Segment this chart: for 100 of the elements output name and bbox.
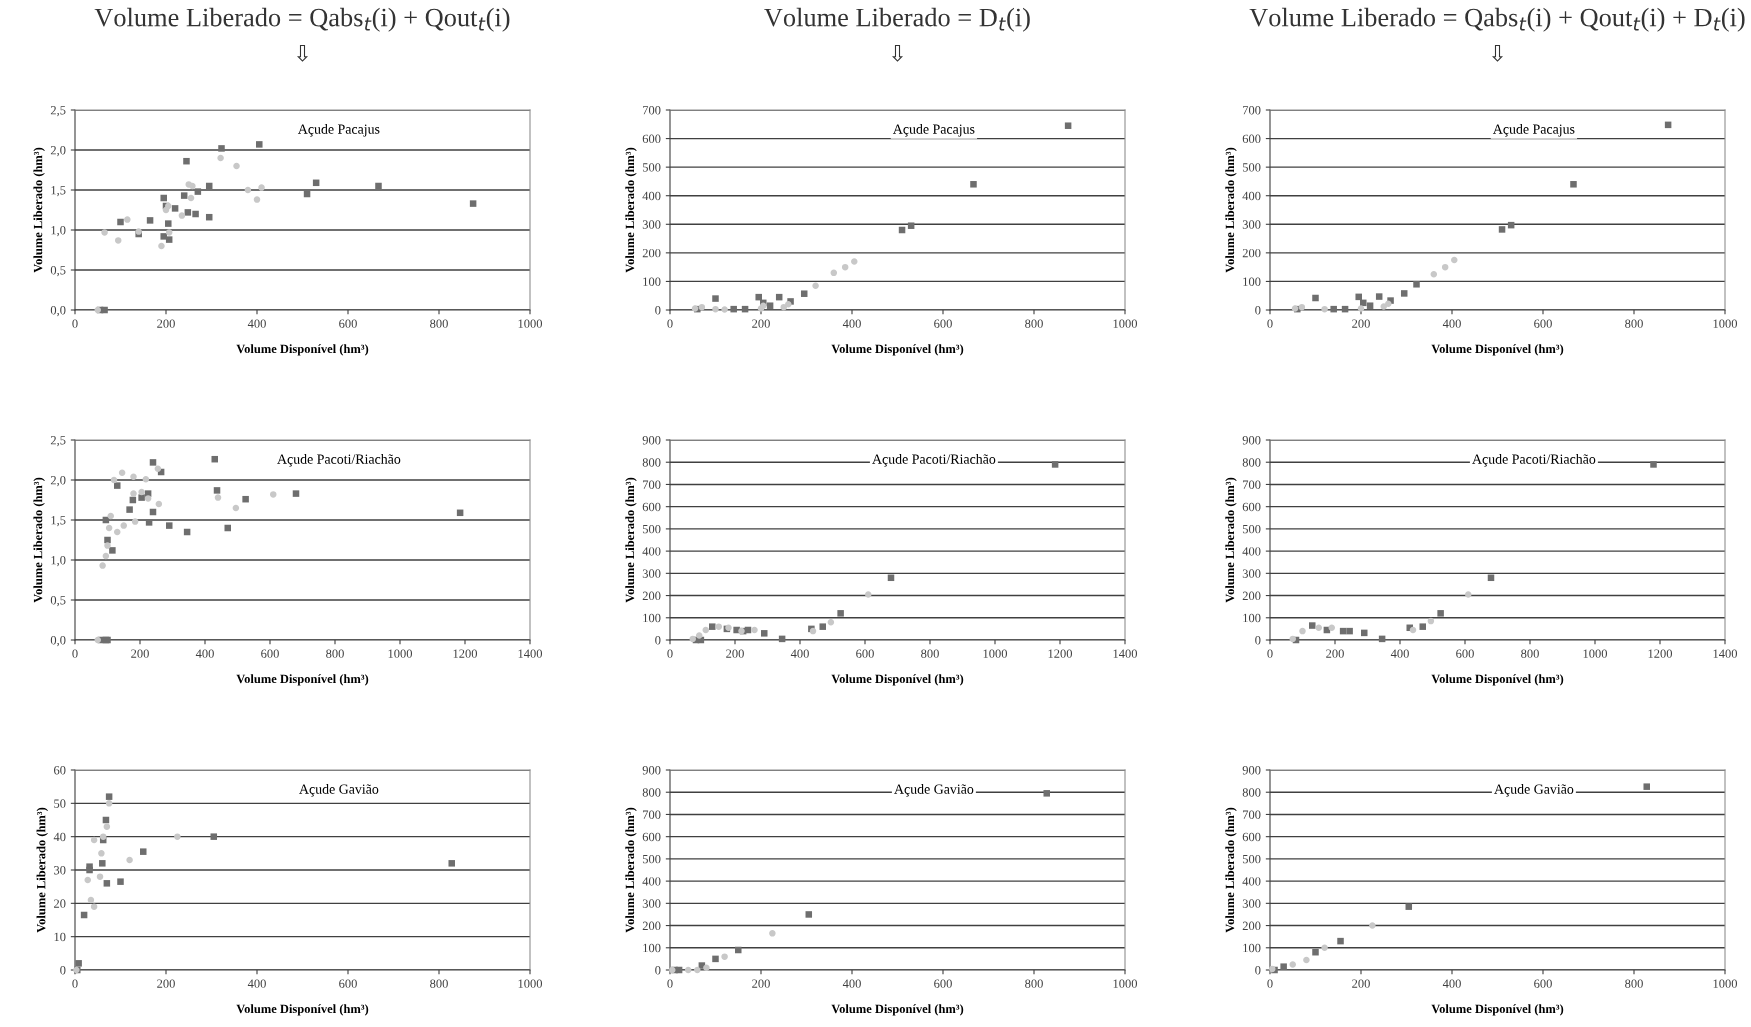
y-tick-label: 30 (54, 866, 66, 875)
x-tick-label: 600 (1534, 319, 1552, 328)
y-tick-label: 300 (1242, 899, 1261, 908)
x-tick-label: 600 (261, 649, 279, 658)
x-tick-label: 1400 (1713, 649, 1738, 658)
x-tick-label: 400 (1390, 649, 1409, 658)
x-tick-label: 0 (72, 979, 78, 988)
y-tick-label: 40 (53, 832, 66, 842)
x-tick-label: 0 (667, 319, 673, 328)
x-axis-title: Volume Disponível (hm³) (236, 674, 369, 686)
x-tick-label: 800 (430, 319, 448, 328)
x-axis-title: Volume Disponível (hm³) (1431, 674, 1564, 686)
y-tick-label: 700 (643, 810, 661, 819)
x-tick-label: 1400 (1113, 649, 1138, 658)
x-tick-label: 800 (430, 979, 448, 988)
y-tick-label: 100 (643, 943, 661, 953)
x-tick-label: 400 (842, 319, 861, 328)
x-tick-label: 0 (1267, 319, 1273, 328)
y-tick-label: 2,0 (50, 146, 66, 157)
x-tick-label: 200 (752, 979, 770, 988)
y-tick-label: 0 (60, 966, 66, 975)
y-tick-label: 1,0 (51, 226, 66, 237)
x-tick-label: 600 (934, 319, 952, 328)
x-tick-label: 200 (1352, 979, 1370, 988)
text: ⇩ (891, 44, 904, 62)
x-tick-label: 1000 (983, 649, 1008, 658)
y-tick-label: 0 (655, 306, 661, 315)
y-tick-label: 600 (1242, 832, 1261, 842)
x-axis-title: Volume Disponível (hm³) (831, 674, 964, 686)
x-tick-label: 600 (856, 649, 874, 658)
x-tick-label: 1000 (388, 649, 413, 658)
y-axis-title: Volume Liberado (hm³) (625, 807, 637, 933)
y-tick-label: 2,5 (50, 436, 66, 447)
y-tick-label: 800 (642, 788, 661, 797)
y-axis-title: Volume Liberado (hm³) (1225, 807, 1237, 933)
chart-subtitle: Volume Liberado = Qabs$_{t}$(i) + Qout$_{t}$(i) (94, 7, 510, 32)
x-tick-label: 1000 (1713, 319, 1738, 328)
y-tick-label: 600 (642, 832, 661, 842)
y-tick-label: 2,5 (50, 106, 66, 117)
x-tick-label: 0 (1267, 979, 1273, 988)
y-tick-label: 600 (642, 134, 661, 144)
y-tick-label: 400 (642, 547, 661, 556)
x-tick-label: 800 (1025, 319, 1043, 328)
y-tick-label: 300 (642, 569, 661, 578)
x-tick-label: 400 (790, 649, 809, 658)
x-tick-label: 200 (157, 979, 175, 988)
y-tick-label: 900 (1242, 766, 1261, 775)
x-tick-label: 1000 (1113, 979, 1138, 988)
x-tick-label: 800 (1625, 979, 1643, 988)
y-tick-label: 300 (1242, 220, 1261, 229)
y-tick-label: 400 (1242, 877, 1261, 886)
y-tick-label: 1,5 (51, 186, 66, 197)
x-axis-title: Volume Disponível (hm³) (831, 344, 964, 356)
y-tick-label: 700 (643, 106, 661, 115)
x-tick-label: 800 (1625, 319, 1643, 328)
y-tick-label: 300 (642, 220, 661, 229)
y-tick-label: 200 (642, 921, 661, 931)
y-tick-label: 0,5 (50, 596, 66, 607)
x-tick-label: 800 (921, 649, 939, 658)
y-tick-label: 10 (54, 932, 66, 942)
y-tick-label: 100 (1243, 277, 1261, 286)
x-tick-label: 1000 (1583, 649, 1608, 658)
y-tick-label: 0 (1255, 306, 1261, 315)
y-tick-label: 400 (1242, 547, 1261, 556)
x-tick-label: 200 (752, 319, 770, 328)
x-axis-title: Volume Disponível (hm³) (831, 1004, 964, 1016)
text: ⇩ (296, 44, 309, 62)
y-tick-label: 600 (1242, 134, 1261, 144)
x-tick-label: 0 (667, 649, 673, 658)
x-tick-label: 600 (1534, 979, 1552, 988)
y-tick-label: 500 (642, 854, 661, 864)
y-tick-label: 500 (642, 163, 661, 172)
y-tick-label: 100 (1243, 613, 1261, 623)
y-tick-label: 0,0 (50, 306, 66, 317)
y-tick-label: 800 (1242, 458, 1261, 467)
chart-subtitle: Volume Liberado = D$_{t}$(i) (764, 7, 1030, 32)
y-tick-label: 500 (1242, 163, 1261, 172)
x-tick-label: 200 (1326, 649, 1344, 658)
text: Açude Gavião (1494, 784, 1574, 797)
y-tick-label: 500 (1242, 854, 1261, 864)
y-tick-label: 200 (1242, 921, 1261, 931)
y-tick-label: 200 (1242, 591, 1261, 601)
y-axis-title: Volume Liberado (hm³) (625, 147, 637, 273)
x-tick-label: 600 (934, 979, 952, 988)
x-tick-label: 0 (72, 319, 78, 328)
text: Açude Pacajus (297, 124, 380, 137)
x-tick-label: 800 (1521, 649, 1539, 658)
x-tick-label: 0 (667, 979, 673, 988)
x-tick-label: 1000 (518, 979, 543, 988)
y-tick-label: 1,5 (51, 516, 66, 527)
text: Açude Pacoti/Riachão (277, 454, 401, 467)
y-tick-label: 100 (1243, 943, 1261, 953)
y-tick-label: 0,0 (50, 636, 66, 647)
x-tick-label: 800 (1025, 979, 1043, 988)
text: Açude Pacajus (892, 124, 975, 137)
y-tick-label: 0 (1255, 636, 1261, 645)
text: Açude Pacajus (1492, 124, 1575, 137)
y-tick-label: 600 (642, 502, 661, 512)
y-tick-label: 60 (54, 766, 66, 775)
x-tick-label: 400 (247, 319, 266, 328)
